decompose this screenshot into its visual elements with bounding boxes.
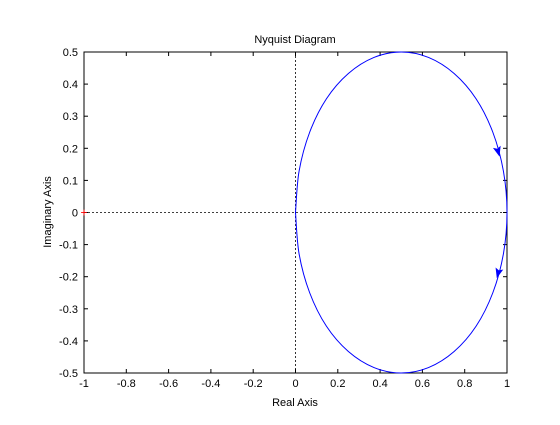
x-tick-label: 1 [504, 378, 510, 390]
nyquist-curve [295, 51, 508, 374]
x-tick-label: 0.2 [330, 378, 345, 390]
y-tick-label: 0.5 [63, 47, 78, 59]
direction-arrow [495, 267, 504, 279]
y-tick-label: -0.2 [59, 272, 78, 284]
x-axis-label: Real Axis [272, 397, 318, 409]
critical-point: + [80, 206, 87, 220]
y-tick-label: -0.1 [59, 240, 78, 252]
y-tick-label: 0.1 [63, 175, 78, 187]
y-tick-label: 0.3 [63, 111, 78, 123]
y-axis-label: Imaginary Axis [42, 176, 54, 248]
y-tick-label: -0.4 [59, 336, 78, 348]
y-tick-label: -0.5 [59, 368, 78, 380]
x-tick-label: -1 [79, 378, 89, 390]
y-tick-label: -0.3 [59, 304, 78, 316]
chart-title: Nyquist Diagram [254, 34, 335, 46]
x-tick-label: 0.6 [415, 378, 430, 390]
y-tick-label: 0 [72, 208, 78, 220]
direction-arrow [492, 145, 501, 157]
y-tick-label: 0.2 [63, 143, 78, 155]
x-tick-label: -0.6 [159, 378, 178, 390]
x-tick-label: -0.2 [244, 378, 263, 390]
x-tick-label: 0 [292, 378, 298, 390]
x-tick-label: -0.4 [201, 378, 220, 390]
x-tick-label: -0.8 [117, 378, 136, 390]
x-tick-label: 0.4 [372, 378, 387, 390]
x-tick-label: 0.8 [457, 378, 472, 390]
y-tick-label: 0.4 [63, 79, 78, 91]
